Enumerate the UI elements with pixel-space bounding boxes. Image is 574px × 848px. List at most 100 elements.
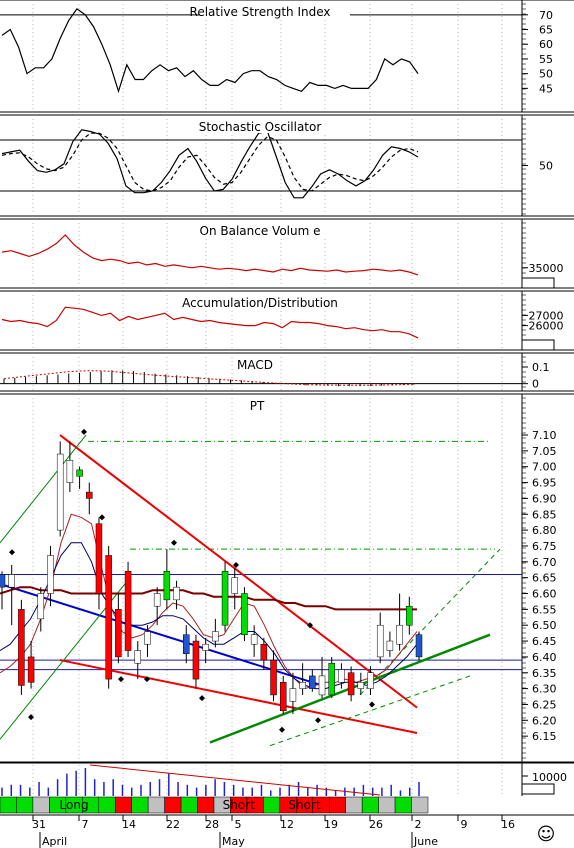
signal-segment [0, 796, 17, 814]
y-tick-label: 6.50 [532, 619, 557, 632]
signal-segment [361, 796, 379, 814]
candle-body [86, 491, 93, 499]
candle-body [328, 662, 335, 696]
panel-bg [0, 394, 574, 762]
title-bg [200, 295, 350, 309]
y-tick-label: 7.00 [532, 461, 557, 474]
candle-body [270, 659, 277, 696]
signal-segment [147, 796, 165, 814]
x-tick-label: 22 [166, 818, 180, 831]
pivot-marker [369, 701, 375, 708]
signal-segment [131, 796, 149, 814]
moving-average-long [0, 586, 417, 611]
y-tick-label: 6.45 [532, 635, 557, 648]
title-bg [235, 357, 275, 371]
scale-box [521, 339, 555, 351]
x-tick-label: 28 [205, 818, 219, 831]
signal-segment [411, 796, 429, 814]
candle-body [318, 675, 326, 696]
candle-body [221, 571, 229, 626]
y-tick-label: 6.30 [532, 683, 557, 696]
candle-body [367, 672, 374, 689]
y-tick-label: 70 [539, 9, 553, 22]
title-bg [245, 398, 269, 412]
title-bg [200, 119, 350, 133]
y-tick-label: 6.40 [532, 651, 557, 664]
signal-label: Long [60, 798, 89, 812]
y-tick-label: 26000 [529, 320, 564, 333]
candle-body [386, 640, 394, 651]
series-line [1, 132, 419, 192]
candle-body [105, 555, 112, 680]
signal-segment [98, 796, 116, 814]
y-tick-label: 6.35 [532, 667, 557, 680]
x-tick-label: 14 [122, 818, 136, 831]
candle-body [376, 624, 384, 658]
y-tick-label: 6.20 [532, 714, 557, 727]
x-tick-label: 12 [280, 818, 294, 831]
candle-body [0, 574, 6, 588]
signal-segment [114, 796, 132, 814]
pivot-marker [315, 717, 321, 724]
candle-body [173, 586, 180, 601]
candle-body [250, 634, 258, 645]
panel-title: Relative Strength Index [190, 5, 331, 19]
candle-body [309, 675, 316, 689]
series-line [1, 8, 419, 94]
series-line [1, 306, 419, 339]
y-tick-label: 50 [539, 68, 553, 81]
month-label: April [42, 835, 67, 848]
signal-segment [164, 796, 182, 814]
candle-body [76, 469, 83, 477]
pivot-marker [28, 714, 34, 721]
candle-body [56, 453, 64, 531]
candle-body [115, 609, 122, 658]
y-tick-label: 50 [539, 160, 553, 173]
y-tick-label: 6.90 [532, 492, 557, 505]
y-tick-label: 60 [539, 38, 553, 51]
candle-body [289, 688, 297, 702]
y-tick-label: 6.75 [532, 540, 557, 553]
signal-segment [394, 796, 412, 814]
candle-body [153, 593, 161, 607]
y-tick-label: 6.55 [532, 603, 557, 616]
candle-body [27, 656, 35, 683]
downtrend-line [59, 434, 418, 709]
y-tick-label: 6.80 [532, 524, 557, 537]
signal-segment [345, 796, 363, 814]
month-label: May [222, 835, 245, 848]
candle-body [144, 631, 151, 645]
pivot-marker [307, 622, 313, 629]
title-bg [200, 4, 350, 18]
pivot-marker [279, 726, 285, 733]
volume-axis-label: 10000 [532, 771, 567, 784]
candle-body [299, 682, 306, 689]
y-tick-label: 55 [539, 53, 553, 66]
scale-box [521, 277, 555, 289]
candle-body [338, 669, 345, 683]
candle-body [95, 523, 103, 594]
signal-segment [328, 796, 346, 814]
y-tick-label: 65 [539, 24, 553, 37]
panel-title: Accumulation/Distribution [182, 296, 338, 310]
pivot-marker [171, 539, 177, 546]
candle-body [124, 571, 132, 651]
candle-body [357, 682, 365, 689]
macd-signal-line [3, 370, 415, 386]
candle-body [47, 555, 54, 594]
candle-body [415, 634, 423, 658]
y-tick-label: 6.70 [532, 556, 557, 569]
x-tick-label: 19 [324, 818, 338, 831]
signal-segment [32, 796, 50, 814]
y-tick-label: 7.05 [532, 445, 557, 458]
panel-title: On Balance Volum e [200, 224, 321, 238]
scale-box [521, 783, 555, 795]
y-tick-label: 0.1 [532, 361, 550, 374]
pivot-marker [9, 549, 15, 556]
signal-segment [197, 796, 215, 814]
moving-average-short [0, 513, 418, 690]
signal-label: Short [223, 798, 255, 812]
downtrend-line [59, 659, 418, 734]
pivot-marker [81, 428, 87, 435]
